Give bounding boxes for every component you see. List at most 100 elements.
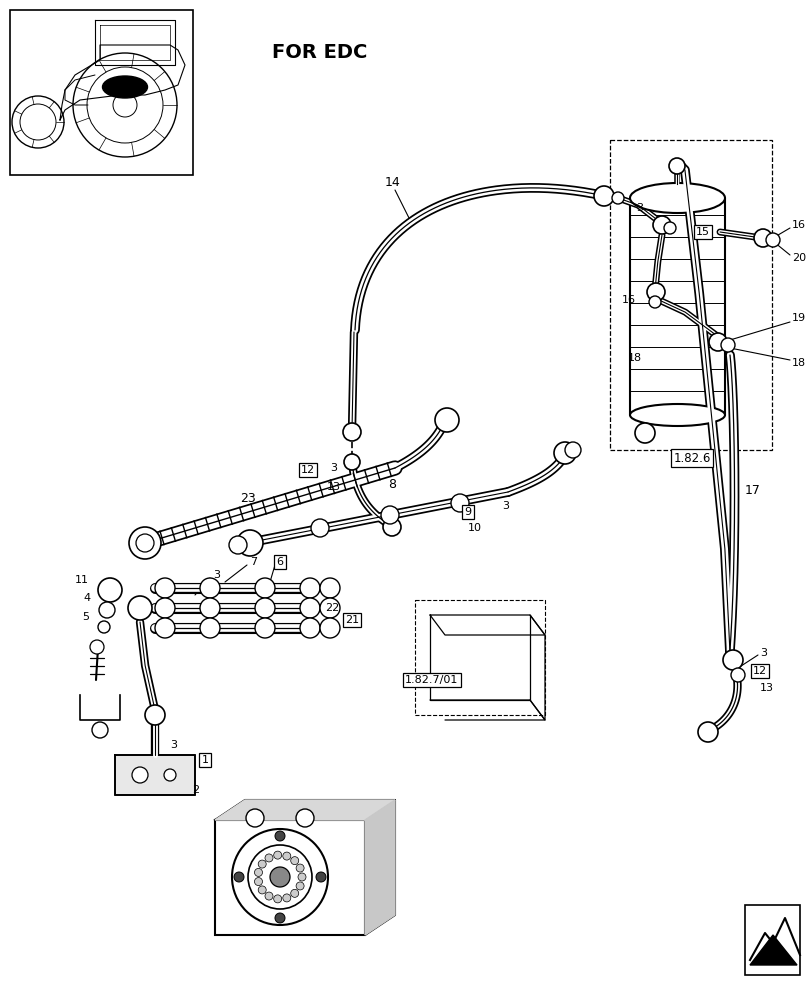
Circle shape — [668, 158, 684, 174]
Circle shape — [273, 851, 281, 859]
Text: 1.82.6: 1.82.6 — [672, 452, 710, 464]
Circle shape — [320, 598, 340, 618]
Text: 18: 18 — [627, 353, 642, 363]
Circle shape — [380, 506, 398, 524]
Circle shape — [450, 494, 469, 512]
Text: 19: 19 — [791, 313, 805, 323]
Text: 2: 2 — [191, 785, 199, 795]
Bar — [10, 10, 193, 175]
Circle shape — [258, 860, 266, 868]
Text: 4: 4 — [83, 593, 90, 603]
Circle shape — [164, 769, 176, 781]
Circle shape — [254, 878, 262, 886]
Bar — [609, 140, 771, 450]
Text: 13: 13 — [327, 482, 341, 492]
Circle shape — [299, 578, 320, 598]
Text: 3: 3 — [329, 463, 337, 473]
Text: 3: 3 — [501, 501, 508, 511]
Text: FOR EDC: FOR EDC — [272, 42, 367, 62]
Text: 8: 8 — [388, 479, 396, 491]
Circle shape — [320, 578, 340, 598]
Text: 12: 12 — [752, 666, 766, 676]
Circle shape — [128, 596, 152, 620]
Circle shape — [722, 650, 742, 670]
Circle shape — [254, 868, 262, 876]
Circle shape — [246, 809, 264, 827]
Circle shape — [383, 518, 401, 536]
Circle shape — [564, 442, 581, 458]
Circle shape — [12, 96, 64, 148]
Circle shape — [344, 454, 359, 470]
Circle shape — [299, 598, 320, 618]
Circle shape — [290, 857, 298, 865]
Text: 11: 11 — [75, 575, 89, 585]
Bar — [215, 820, 365, 935]
Circle shape — [296, 809, 314, 827]
Circle shape — [99, 602, 115, 618]
Bar — [744, 905, 799, 975]
Circle shape — [296, 864, 304, 872]
Circle shape — [315, 872, 325, 882]
Text: 20: 20 — [791, 253, 805, 263]
Circle shape — [275, 831, 285, 841]
Circle shape — [553, 442, 575, 464]
Text: 3: 3 — [212, 570, 220, 580]
Text: 3: 3 — [169, 740, 177, 750]
Bar — [115, 755, 195, 795]
Text: 1: 1 — [201, 755, 208, 765]
Circle shape — [200, 618, 220, 638]
Text: 9: 9 — [464, 507, 471, 517]
Circle shape — [648, 296, 660, 308]
Circle shape — [229, 536, 247, 554]
Circle shape — [765, 233, 779, 247]
Text: 1.82.7/01: 1.82.7/01 — [405, 675, 458, 685]
Circle shape — [234, 872, 243, 882]
Circle shape — [594, 186, 613, 206]
Ellipse shape — [102, 76, 148, 98]
Circle shape — [298, 873, 306, 881]
Ellipse shape — [629, 183, 724, 213]
Circle shape — [708, 333, 726, 351]
Ellipse shape — [629, 404, 724, 426]
Circle shape — [634, 423, 654, 443]
Text: 3: 3 — [759, 648, 766, 658]
Circle shape — [132, 767, 148, 783]
Circle shape — [232, 829, 328, 925]
Circle shape — [753, 229, 771, 247]
Circle shape — [320, 618, 340, 638]
Circle shape — [342, 423, 361, 441]
Circle shape — [73, 53, 177, 157]
Text: 22: 22 — [324, 603, 339, 613]
Text: 14: 14 — [384, 176, 401, 190]
Circle shape — [730, 668, 744, 682]
Circle shape — [296, 882, 304, 890]
Circle shape — [311, 519, 328, 537]
Circle shape — [270, 867, 290, 887]
Bar — [414, 600, 544, 715]
Circle shape — [290, 889, 298, 897]
Circle shape — [282, 852, 290, 860]
Circle shape — [113, 93, 137, 117]
Circle shape — [697, 722, 717, 742]
Circle shape — [273, 895, 281, 903]
Circle shape — [145, 705, 165, 725]
Circle shape — [299, 618, 320, 638]
Circle shape — [237, 530, 263, 556]
Text: 16: 16 — [791, 220, 805, 230]
Circle shape — [264, 854, 272, 862]
Circle shape — [264, 892, 272, 900]
Circle shape — [255, 618, 275, 638]
Text: 13: 13 — [759, 683, 773, 693]
Text: 23: 23 — [240, 491, 255, 504]
Polygon shape — [215, 800, 394, 820]
Circle shape — [611, 192, 623, 204]
Text: 7: 7 — [250, 557, 257, 567]
Circle shape — [282, 894, 290, 902]
Polygon shape — [749, 935, 796, 965]
Circle shape — [155, 578, 175, 598]
Text: 5: 5 — [82, 612, 89, 622]
Circle shape — [98, 621, 109, 633]
Circle shape — [646, 283, 664, 301]
Text: 12: 12 — [301, 465, 315, 475]
Text: 10: 10 — [467, 523, 482, 533]
